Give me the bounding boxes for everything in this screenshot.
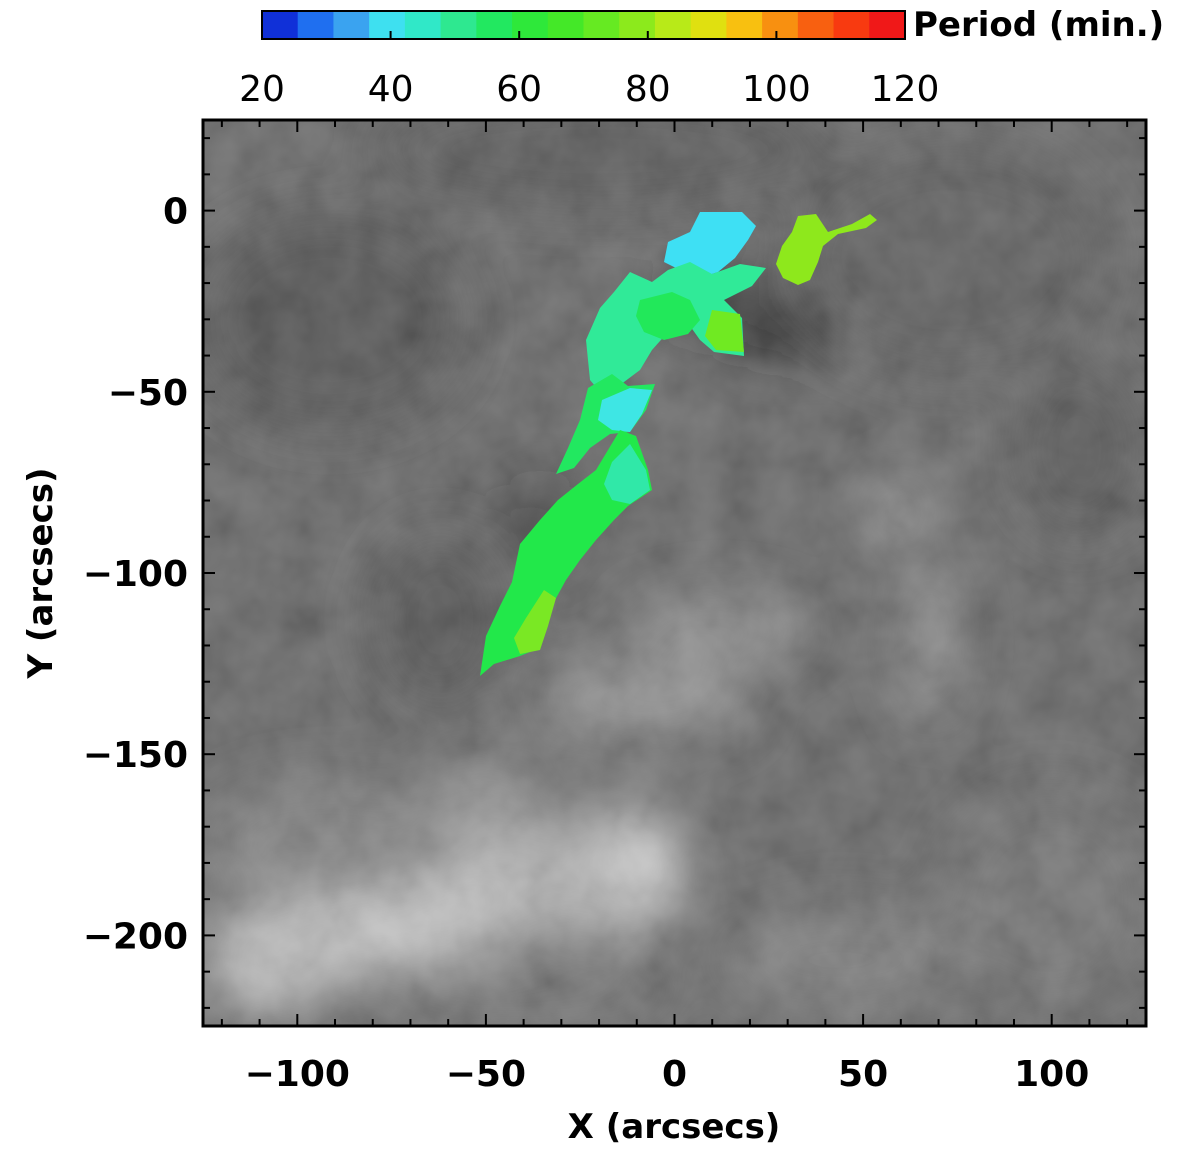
colorbar-swatch	[440, 11, 477, 39]
plot-background-image	[203, 120, 1146, 1026]
colorbar-swatch	[869, 11, 906, 39]
colorbar-swatch	[547, 11, 585, 39]
colorbar-tick-label: 100	[742, 69, 811, 110]
x-axis-title: X (arcsecs)	[568, 1107, 781, 1147]
colorbar-swatch	[619, 11, 656, 39]
colorbar-swatch	[404, 11, 442, 39]
colorbar-swatch	[654, 11, 692, 39]
x-tick-label: −100	[245, 1054, 350, 1095]
x-tick-label: 50	[838, 1054, 888, 1095]
region-central-lime	[705, 310, 744, 352]
colorbar-title: Period (min.)	[913, 5, 1164, 45]
region-central-green	[636, 292, 700, 340]
colorbar-swatch	[797, 11, 835, 39]
region-lower-lime	[514, 590, 556, 654]
period-regions	[480, 212, 877, 676]
colorbar-tick-label: 20	[239, 69, 285, 110]
colorbar: 20 40 60 80 100 120 Period (min.)	[239, 5, 1164, 110]
colorbar-swatch	[297, 11, 335, 39]
y-tick-label: −100	[83, 554, 188, 595]
x-tick-label: 100	[1014, 1054, 1089, 1095]
x-tick-label: −50	[446, 1054, 526, 1095]
colorbar-swatch	[333, 11, 370, 39]
colorbar-tick-label: 40	[368, 69, 414, 110]
region-middle-cyan	[598, 388, 652, 432]
axes: −100 −50 0 50 100 0 −50 −100 −150 −200	[83, 118, 1148, 1095]
y-tick-label: −150	[83, 735, 188, 776]
colorbar-swatch	[762, 11, 799, 39]
region-upper-north	[776, 214, 877, 285]
x-tick-label: 0	[662, 1054, 687, 1095]
colorbar-tick-label: 120	[871, 69, 940, 110]
colorbar-swatch	[476, 11, 513, 39]
y-axis-title: Y (arcsecs)	[21, 467, 61, 679]
colorbar-swatch	[690, 11, 727, 39]
colorbar-swatch	[512, 11, 549, 39]
region-upper-cyan	[664, 212, 756, 278]
colorbar-swatch	[369, 11, 406, 39]
colorbar-swatch	[726, 11, 763, 39]
colorbar-tick-label: 60	[496, 69, 542, 110]
colorbar-swatch	[583, 11, 620, 39]
colorbar-swatch	[262, 11, 299, 39]
y-tick-label: 0	[163, 192, 188, 233]
colorbar-swatch	[833, 11, 870, 39]
colorbar-frame	[261, 10, 906, 40]
colorbar-tick-label: 80	[625, 69, 671, 110]
region-lower-teal	[604, 444, 650, 504]
y-tick-label: −50	[108, 373, 188, 414]
y-tick-label: −200	[83, 916, 188, 957]
